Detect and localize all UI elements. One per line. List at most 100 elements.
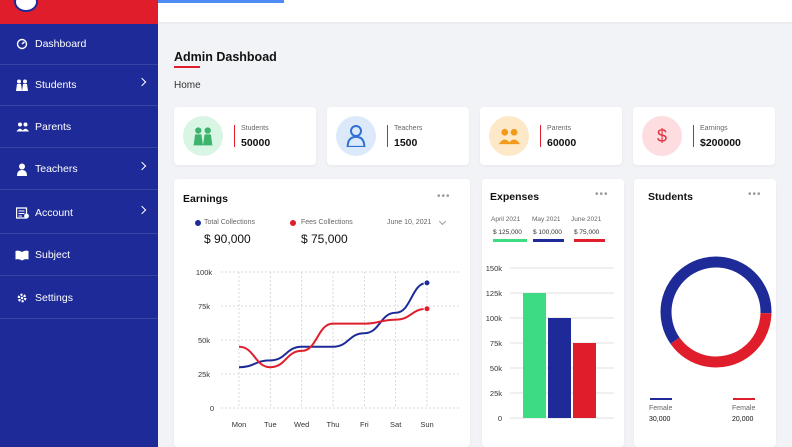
sidebar-item-settings[interactable]: Settings (0, 278, 158, 319)
y-tick-label: 25k (198, 370, 210, 379)
more-options-icon[interactable]: ••• (595, 189, 609, 200)
card-title: Students (648, 191, 693, 203)
stat-label: Parents (547, 125, 572, 132)
school-logo (14, 0, 38, 12)
sidebar-item-account[interactable]: Account (0, 193, 158, 234)
teacher-icon (336, 116, 376, 156)
earnings-line-chart: 0 25k 50k 75k 100k Mon Tue Wed Thu Fri Sat Sun (196, 268, 460, 429)
earnings-series-line (238, 307, 428, 369)
sidebar-item-parents[interactable]: Parents (0, 107, 158, 148)
expense-month-label: May 2021 (532, 216, 561, 223)
legend-label: Total Collections (204, 219, 255, 226)
expenses-card: Expenses ••• April 2021 $ 125,000 May 20… (482, 179, 624, 447)
book-icon (15, 248, 29, 262)
sidebar-item-label: Account (35, 207, 73, 219)
legend-dot (195, 220, 201, 226)
y-tick-label: 0 (498, 414, 502, 423)
breadcrumb[interactable]: Home (174, 80, 201, 91)
sidebar-item-label: Students (35, 79, 77, 91)
card-title: Earnings (183, 193, 228, 205)
expense-legend-bar (533, 239, 564, 242)
stat-value: 50000 (241, 137, 271, 149)
loading-progress-bar (158, 0, 284, 3)
sidebar-item-label: Settings (35, 292, 73, 304)
stat-value: 1500 (394, 137, 418, 149)
x-tick-label: Wed (294, 420, 309, 429)
stat-value: 60000 (547, 137, 577, 149)
y-tick-label: 75k (490, 339, 502, 348)
more-options-icon[interactable]: ••• (437, 191, 451, 202)
main-content: Admin Dashboad Home Students 50000 Teach… (158, 0, 792, 447)
y-tick-label: 100k (196, 268, 213, 277)
students-donut-chart (660, 256, 772, 368)
x-tick-label: Mon (232, 420, 247, 429)
stat-card-parents: Parents 60000 (480, 107, 622, 165)
expense-month-label: June 2021 (571, 216, 602, 223)
sidebar-item-teachers[interactable]: Teachers (0, 149, 158, 190)
expense-month-value: $ 125,000 (493, 229, 522, 236)
expense-bar (523, 293, 546, 418)
more-options-icon[interactable]: ••• (748, 189, 762, 200)
page-title: Admin Dashboad (174, 50, 277, 64)
students-card: Students ••• Female 30,000 Female 20,000 (634, 179, 776, 447)
expense-month-value: $ 100,000 (533, 229, 562, 236)
stat-card-teachers: Teachers 1500 (327, 107, 469, 165)
y-tick-label: 125k (486, 289, 503, 298)
legend-value: 30,000 (649, 416, 671, 423)
sidebar-item-label: Parents (35, 121, 72, 133)
total-collections-value: $ 90,000 (204, 232, 251, 246)
x-tick-label: Sun (420, 420, 433, 429)
expense-month-label: April 2021 (491, 216, 521, 223)
sidebar-item-subject[interactable]: Subject (0, 235, 158, 276)
dashboard-icon (15, 37, 29, 51)
y-tick-label: 50k (198, 336, 210, 345)
y-tick-label: 0 (210, 404, 214, 413)
y-tick-label: 50k (490, 364, 502, 373)
fees-collections-value: $ 75,000 (301, 232, 348, 246)
sidebar-item-label: Teachers (35, 163, 78, 175)
y-tick-label: 75k (198, 302, 210, 311)
legend-label: Female (649, 405, 673, 412)
expense-bar (573, 343, 596, 418)
expense-bar (548, 318, 571, 418)
stat-divider (540, 125, 541, 147)
stat-label: Students (241, 125, 269, 132)
teacher-icon (15, 162, 29, 176)
y-tick-label: 100k (486, 314, 503, 323)
y-tick-label: 150k (486, 264, 503, 273)
expense-legend-bar (574, 239, 605, 242)
expenses-bar-chart: 0 25k 50k 75k 100k 125k 150k (486, 264, 614, 423)
sidebar-item-label: Subject (35, 249, 71, 261)
title-underline (174, 66, 200, 68)
x-tick-label: Sat (390, 420, 402, 429)
students-icon (183, 116, 223, 156)
top-bar (158, 0, 792, 22)
legend-value: 20,000 (732, 416, 754, 423)
date-selector[interactable]: June 10, 2021 (387, 219, 432, 226)
sidebar-item-dashboard[interactable]: Dashboard (0, 24, 158, 65)
x-tick-label: Tue (264, 420, 277, 429)
x-tick-label: Thu (327, 420, 340, 429)
donut-slice (660, 256, 772, 368)
stat-divider (693, 125, 694, 147)
expense-legend-bar (493, 239, 527, 242)
stat-label: Earnings (700, 125, 728, 132)
stat-label: Teachers (394, 125, 423, 132)
stat-card-students: Students 50000 (174, 107, 316, 165)
x-tick-label: Fri (360, 420, 369, 429)
dollar-icon: $ (642, 116, 682, 156)
legend-line (733, 398, 755, 400)
account-icon (15, 206, 29, 220)
chevron-right-icon (137, 77, 147, 87)
brand-bar (0, 0, 158, 24)
series-end-point (423, 279, 431, 287)
expense-month-value: $ 75,000 (574, 229, 600, 236)
sidebar: Dashboard Students Parents Teachers Acco… (0, 0, 158, 447)
series-end-point (423, 305, 431, 313)
parents-icon (489, 116, 529, 156)
gear-icon (15, 291, 29, 305)
stat-divider (387, 125, 388, 147)
sidebar-item-students[interactable]: Students (0, 65, 158, 106)
chevron-right-icon (137, 161, 147, 171)
students-icon (15, 78, 29, 92)
